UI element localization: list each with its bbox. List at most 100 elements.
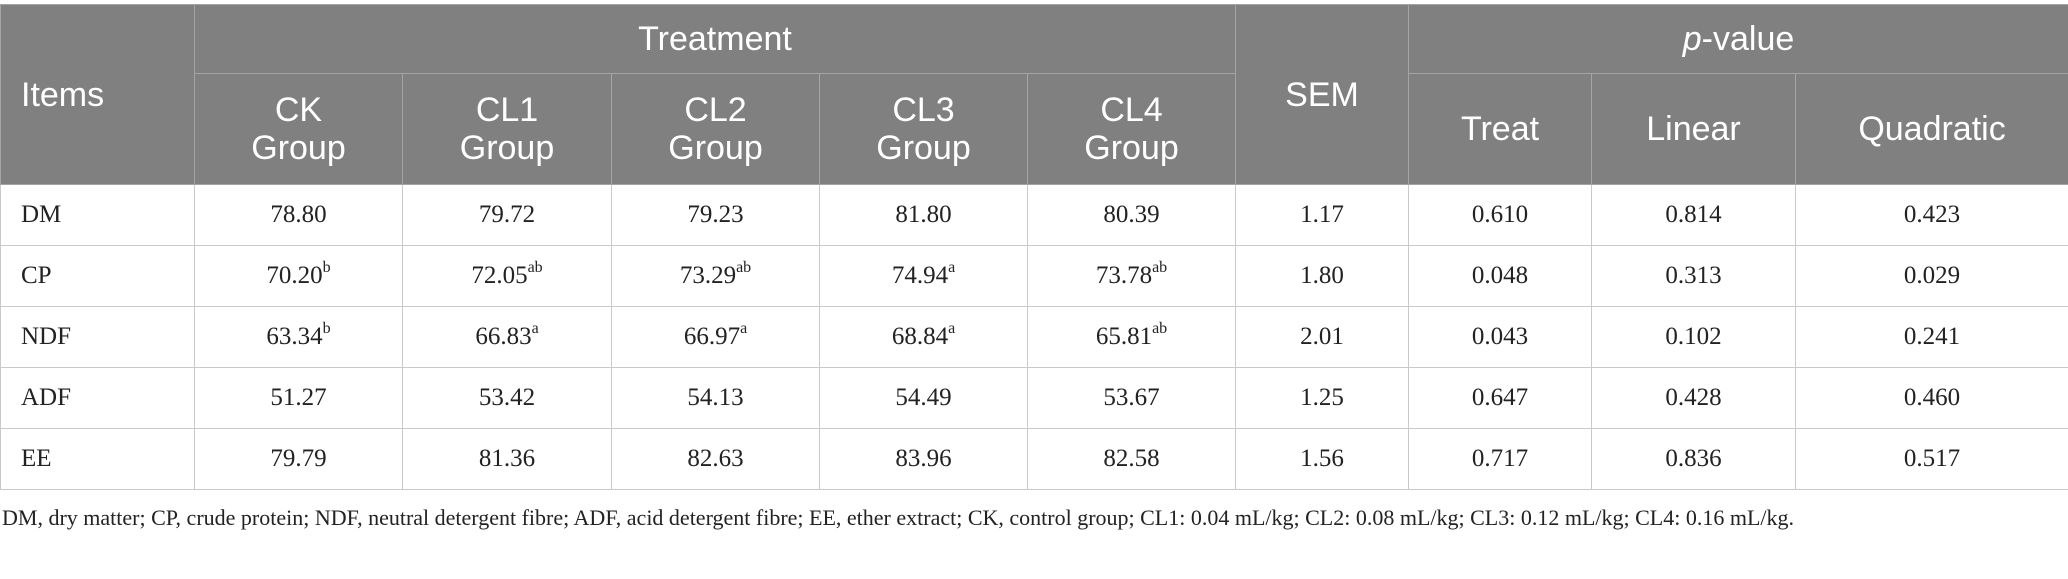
group-value-cell: 66.97a	[611, 306, 820, 368]
quadratic-cell: 0.029	[1794, 245, 2068, 307]
cell-value: 70.20	[266, 262, 323, 289]
group-value-cell: 83.96	[819, 428, 1028, 490]
group-value-cell: 78.80	[194, 184, 403, 246]
sem-cell: 2.01	[1235, 306, 1409, 368]
linear-cell: 0.428	[1591, 367, 1796, 429]
significance-superscript: a	[531, 319, 539, 337]
cell-value: 54.13	[687, 384, 744, 411]
group-value-cell: 73.78ab	[1027, 245, 1236, 307]
group-value-cell: 54.49	[819, 367, 1028, 429]
group-value-cell: 79.79	[194, 428, 403, 490]
header-row-2: CK Group CL1 Group CL2 Group CL3 Group CL4 Gr…	[1, 73, 2068, 185]
group-value-cell: 81.36	[402, 428, 612, 490]
linear-cell: 0.102	[1591, 306, 1796, 368]
significance-superscript: ab	[736, 258, 752, 276]
row-label: EE	[0, 428, 195, 490]
group-value-cell: 65.81ab	[1027, 306, 1236, 368]
group-value-cell: 82.58	[1027, 428, 1236, 490]
treatment-header: Treatment	[194, 4, 1236, 74]
cell-value: 53.67	[1103, 384, 1160, 411]
cell-value: 78.80	[270, 201, 327, 228]
group-value-cell: 54.13	[611, 367, 820, 429]
group-value-cell: 80.39	[1027, 184, 1236, 246]
sem-cell: 1.80	[1235, 245, 1409, 307]
group-value-cell: 70.20b	[194, 245, 403, 307]
quadratic-cell: 0.460	[1794, 367, 2068, 429]
group-header-line1: CK	[274, 91, 323, 129]
sem-cell: 1.25	[1235, 367, 1409, 429]
linear-header: Linear	[1591, 73, 1796, 185]
significance-superscript: ab	[1152, 258, 1168, 276]
cell-value: 54.49	[895, 384, 952, 411]
table-row: NDF 63.34b 66.83a 66.97a 68.84a 65.81ab 2.01 0.…	[0, 306, 2068, 368]
group-value-cell: 53.42	[402, 367, 612, 429]
cell-value: 72.05	[471, 262, 528, 289]
group-header-line1: CL2	[684, 91, 747, 129]
group-value-cell: 63.34b	[194, 306, 403, 368]
cell-value: 79.79	[270, 445, 327, 472]
cell-value: 51.27	[270, 384, 327, 411]
group-header-ck: CK Group	[194, 73, 403, 185]
table-row: CP 70.20b 72.05ab 73.29ab 74.94a 73.78ab 1.80 0…	[0, 245, 2068, 307]
group-value-cell: 53.67	[1027, 367, 1236, 429]
row-label: NDF	[0, 306, 195, 368]
group-header-line2: Group	[459, 129, 555, 167]
linear-cell: 0.814	[1591, 184, 1796, 246]
group-value-cell: 74.94a	[819, 245, 1028, 307]
cell-value: 73.78	[1095, 262, 1153, 289]
group-value-cell: 73.29ab	[611, 245, 820, 307]
group-value-cell: 51.27	[194, 367, 403, 429]
quadratic-cell: 0.423	[1794, 184, 2068, 246]
significance-superscript: ab	[1152, 319, 1168, 337]
items-header: Items	[0, 4, 195, 185]
quadratic-cell: 0.517	[1794, 428, 2068, 490]
cell-value: 63.34	[266, 323, 323, 350]
cell-value: 79.72	[478, 201, 536, 228]
cell-value: 66.83	[475, 323, 532, 350]
pvalue-header: p-value	[1407, 4, 2068, 74]
sem-cell: 1.17	[1235, 184, 1409, 246]
significance-superscript: a	[740, 319, 748, 337]
treat-cell: 0.043	[1408, 306, 1592, 368]
cell-value: 81.80	[895, 201, 952, 228]
pvalue-p: p	[1682, 20, 1702, 58]
group-value-cell: 82.63	[611, 428, 820, 490]
cell-value: 65.81	[1095, 323, 1153, 350]
treat-header: Treat	[1408, 73, 1592, 185]
results-table: Items Treatment SEM p-value CK Group CL1 G…	[0, 4, 2068, 490]
quadratic-header: Quadratic	[1794, 73, 2068, 185]
table-row: EE 79.79 81.36 82.63 83.96 82.58 1.56 0.717 0.83…	[0, 428, 2068, 490]
group-header-cl4: CL4 Group	[1027, 73, 1236, 185]
sem-header: SEM	[1235, 4, 1409, 185]
linear-cell: 0.836	[1591, 428, 1796, 490]
row-label: CP	[0, 245, 195, 307]
cell-value: 82.63	[687, 445, 744, 472]
row-label: ADF	[0, 367, 195, 429]
cell-value: 74.94	[891, 262, 949, 289]
table-header: Items Treatment SEM p-value CK Group CL1 G…	[0, 4, 2068, 185]
group-header-line2: Group	[1084, 129, 1179, 167]
cell-value: 53.42	[478, 384, 536, 411]
cell-value: 81.36	[478, 445, 536, 472]
group-header-cl1: CL1 Group	[402, 73, 612, 185]
significance-superscript: a	[948, 258, 956, 276]
table-container: Items Treatment SEM p-value CK Group CL1 G…	[0, 4, 2068, 490]
table-footnote: DM, dry matter; CP, crude protein; NDF, …	[2, 505, 1795, 530]
header-row-1: Items Treatment SEM p-value	[0, 4, 2068, 185]
group-header-line1: CL3	[892, 91, 955, 129]
treat-cell: 0.717	[1408, 428, 1592, 490]
group-value-cell: 68.84a	[819, 306, 1028, 368]
group-header-line2: Group	[251, 129, 346, 167]
group-value-cell: 72.05ab	[402, 245, 612, 307]
treat-cell: 0.647	[1408, 367, 1592, 429]
significance-superscript: b	[322, 258, 331, 276]
group-value-cell: 81.80	[819, 184, 1028, 246]
cell-value: 66.97	[683, 323, 741, 350]
cell-value: 68.84	[891, 323, 949, 350]
quadratic-cell: 0.241	[1794, 306, 2068, 368]
cell-value: 80.39	[1103, 201, 1160, 228]
group-value-cell: 66.83a	[402, 306, 612, 368]
cell-value: 79.23	[687, 201, 744, 228]
significance-superscript: b	[322, 319, 331, 337]
row-label: DM	[0, 184, 195, 246]
